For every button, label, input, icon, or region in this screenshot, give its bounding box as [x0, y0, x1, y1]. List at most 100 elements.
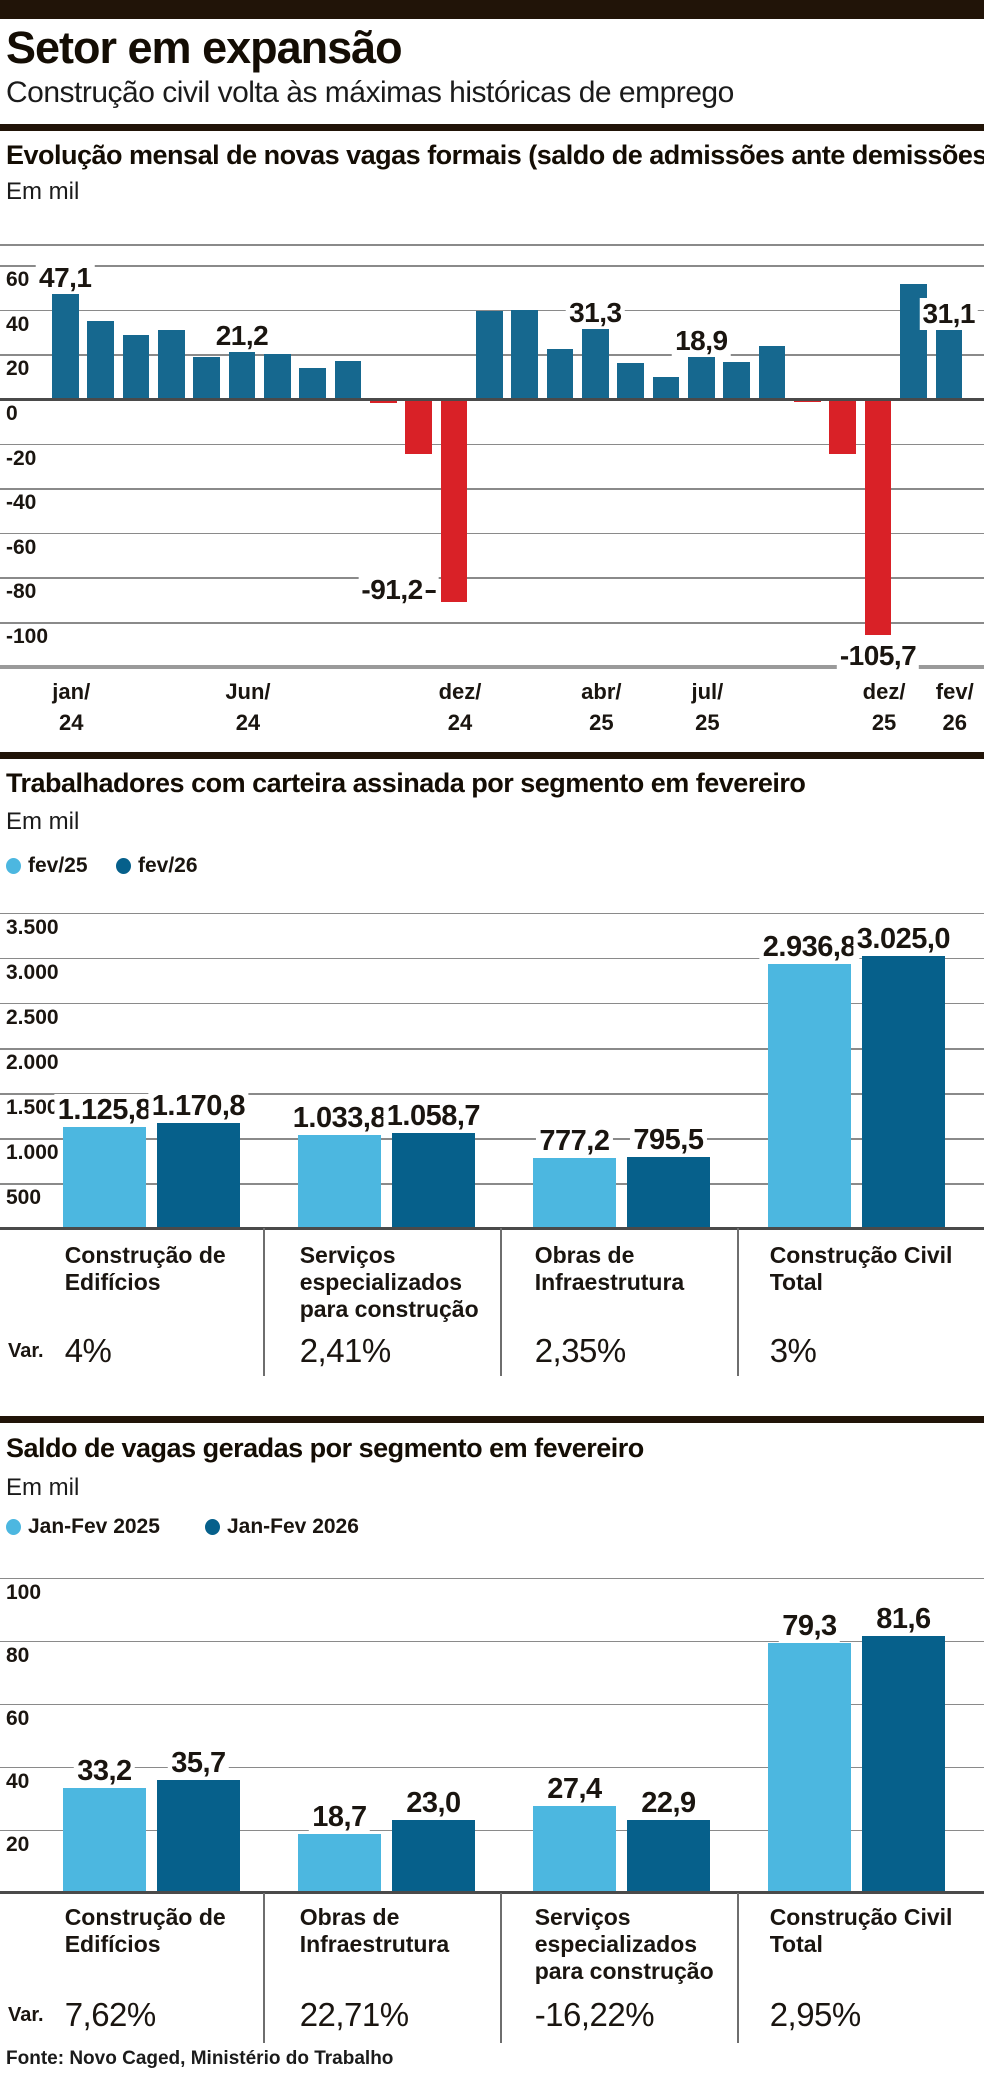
var-value: 4% — [64, 1332, 112, 1369]
divider-line — [500, 1228, 502, 1376]
category-label: Serviços especializados para construção — [534, 1904, 714, 1984]
legend-dot — [6, 1519, 21, 1535]
y-tick-label: 3.500 — [4, 915, 61, 940]
grid-line — [0, 244, 984, 246]
value-label: 47,1 — [36, 261, 95, 294]
x-tick-label: Jun/24 — [225, 679, 271, 735]
y-tick-label: -80 — [4, 580, 39, 605]
bar — [864, 399, 892, 635]
category-label: Obras de Infraestrutura — [299, 1904, 450, 1957]
grid-line — [0, 1577, 984, 1580]
section-rule-2 — [0, 752, 984, 759]
bar — [193, 356, 220, 399]
value-label: 27,4 — [544, 1773, 605, 1807]
page-title: Setor em expansão — [6, 22, 403, 73]
bar — [794, 399, 821, 403]
category-label: Construção Civil Total — [769, 1242, 953, 1295]
x-tick-label: fev/26 — [935, 679, 974, 735]
bar — [582, 329, 609, 399]
source-note: Fonte: Novo Caged, Ministério do Trabalh… — [6, 2048, 394, 2069]
zero-line — [0, 397, 984, 401]
var-value: -16,22% — [534, 1996, 655, 2033]
value-label: 18,7 — [309, 1800, 370, 1834]
grid-line — [0, 1766, 984, 1769]
y-tick-label: 100 — [4, 1580, 44, 1605]
chart1-title: Evolução mensal de novas vagas formais (… — [6, 140, 984, 170]
bar — [511, 309, 538, 399]
divider-line — [263, 1228, 265, 1376]
value-label: 33,2 — [74, 1754, 135, 1788]
y-tick-label: 2.000 — [4, 1051, 61, 1075]
y-tick-label: 500 — [4, 1186, 44, 1211]
bar — [723, 361, 750, 399]
legend-item: fev/25 — [6, 854, 88, 878]
bar — [228, 351, 256, 399]
baseline — [0, 1891, 984, 1894]
var-value: 22,71% — [299, 1996, 409, 2033]
legend-item: Jan-Fev 2026 — [205, 1515, 359, 1539]
bar — [476, 310, 503, 399]
y-tick-label: 2.500 — [4, 1005, 61, 1030]
y-tick-label: -100 — [4, 625, 51, 649]
value-label: 79,3 — [779, 1609, 840, 1643]
bar — [405, 399, 432, 455]
value-label: 31,1 — [919, 297, 978, 330]
y-tick-label: -40 — [4, 491, 39, 516]
bar — [546, 349, 574, 399]
legend-dot — [116, 858, 131, 874]
y-tick-label: -60 — [4, 535, 39, 560]
legend-label: fev/26 — [138, 854, 198, 877]
value-label: 1.033,8 — [289, 1102, 390, 1136]
bar — [935, 329, 962, 399]
y-tick-label: 40 — [4, 1769, 32, 1794]
grid-line — [0, 622, 984, 624]
bar — [861, 955, 946, 1229]
var-label: Var. — [8, 1340, 44, 1362]
value-label: 1.170,8 — [148, 1089, 249, 1123]
grid-line — [0, 1138, 984, 1140]
bar — [264, 354, 291, 399]
top-bar — [0, 0, 984, 19]
value-label: -105,7 — [836, 639, 920, 672]
bar — [158, 329, 185, 399]
legend-label: fev/25 — [28, 854, 88, 877]
value-label: 31,3 — [566, 297, 625, 330]
chart1-unit-label: Em mil — [6, 178, 80, 205]
category-label: Construção de Edifícios — [64, 1242, 226, 1295]
x-tick-label: dez/25 — [862, 679, 906, 735]
bar — [62, 1126, 147, 1229]
y-tick-label: 1.500 — [4, 1096, 61, 1121]
bar — [758, 345, 786, 399]
grid-line — [0, 1703, 984, 1706]
bar — [299, 367, 326, 399]
x-tick-label: abr/25 — [581, 679, 622, 735]
value-label: 1.058,7 — [383, 1099, 484, 1133]
value-label: 795,5 — [630, 1123, 707, 1157]
grid-line — [0, 532, 984, 535]
value-label: 35,7 — [168, 1747, 229, 1781]
grid-line — [0, 912, 984, 915]
legend-dot — [205, 1519, 220, 1535]
bar — [62, 1787, 147, 1893]
var-value: 2,41% — [299, 1332, 392, 1369]
bar — [532, 1158, 617, 1229]
bar — [122, 335, 150, 399]
bar — [767, 1642, 852, 1893]
category-label: Obras de Infraestrutura — [534, 1242, 685, 1295]
y-tick-label: 20 — [4, 357, 32, 382]
bar — [440, 399, 468, 603]
bar — [297, 1833, 382, 1893]
bar — [532, 1806, 617, 1893]
category-label: Construção Civil Total — [769, 1904, 953, 1957]
legend-label: Jan-Fev 2025 — [28, 1515, 160, 1538]
bar — [391, 1820, 476, 1893]
legend-item: Jan-Fev 2025 — [6, 1515, 160, 1539]
value-label: -91,2 — [358, 574, 439, 607]
y-tick-label: 80 — [4, 1643, 32, 1668]
category-label: Construção de Edifícios — [64, 1904, 226, 1957]
value-label: 81,6 — [873, 1602, 934, 1636]
bar — [391, 1132, 476, 1229]
grid-line — [0, 957, 984, 960]
var-value: 7,62% — [64, 1996, 157, 2033]
